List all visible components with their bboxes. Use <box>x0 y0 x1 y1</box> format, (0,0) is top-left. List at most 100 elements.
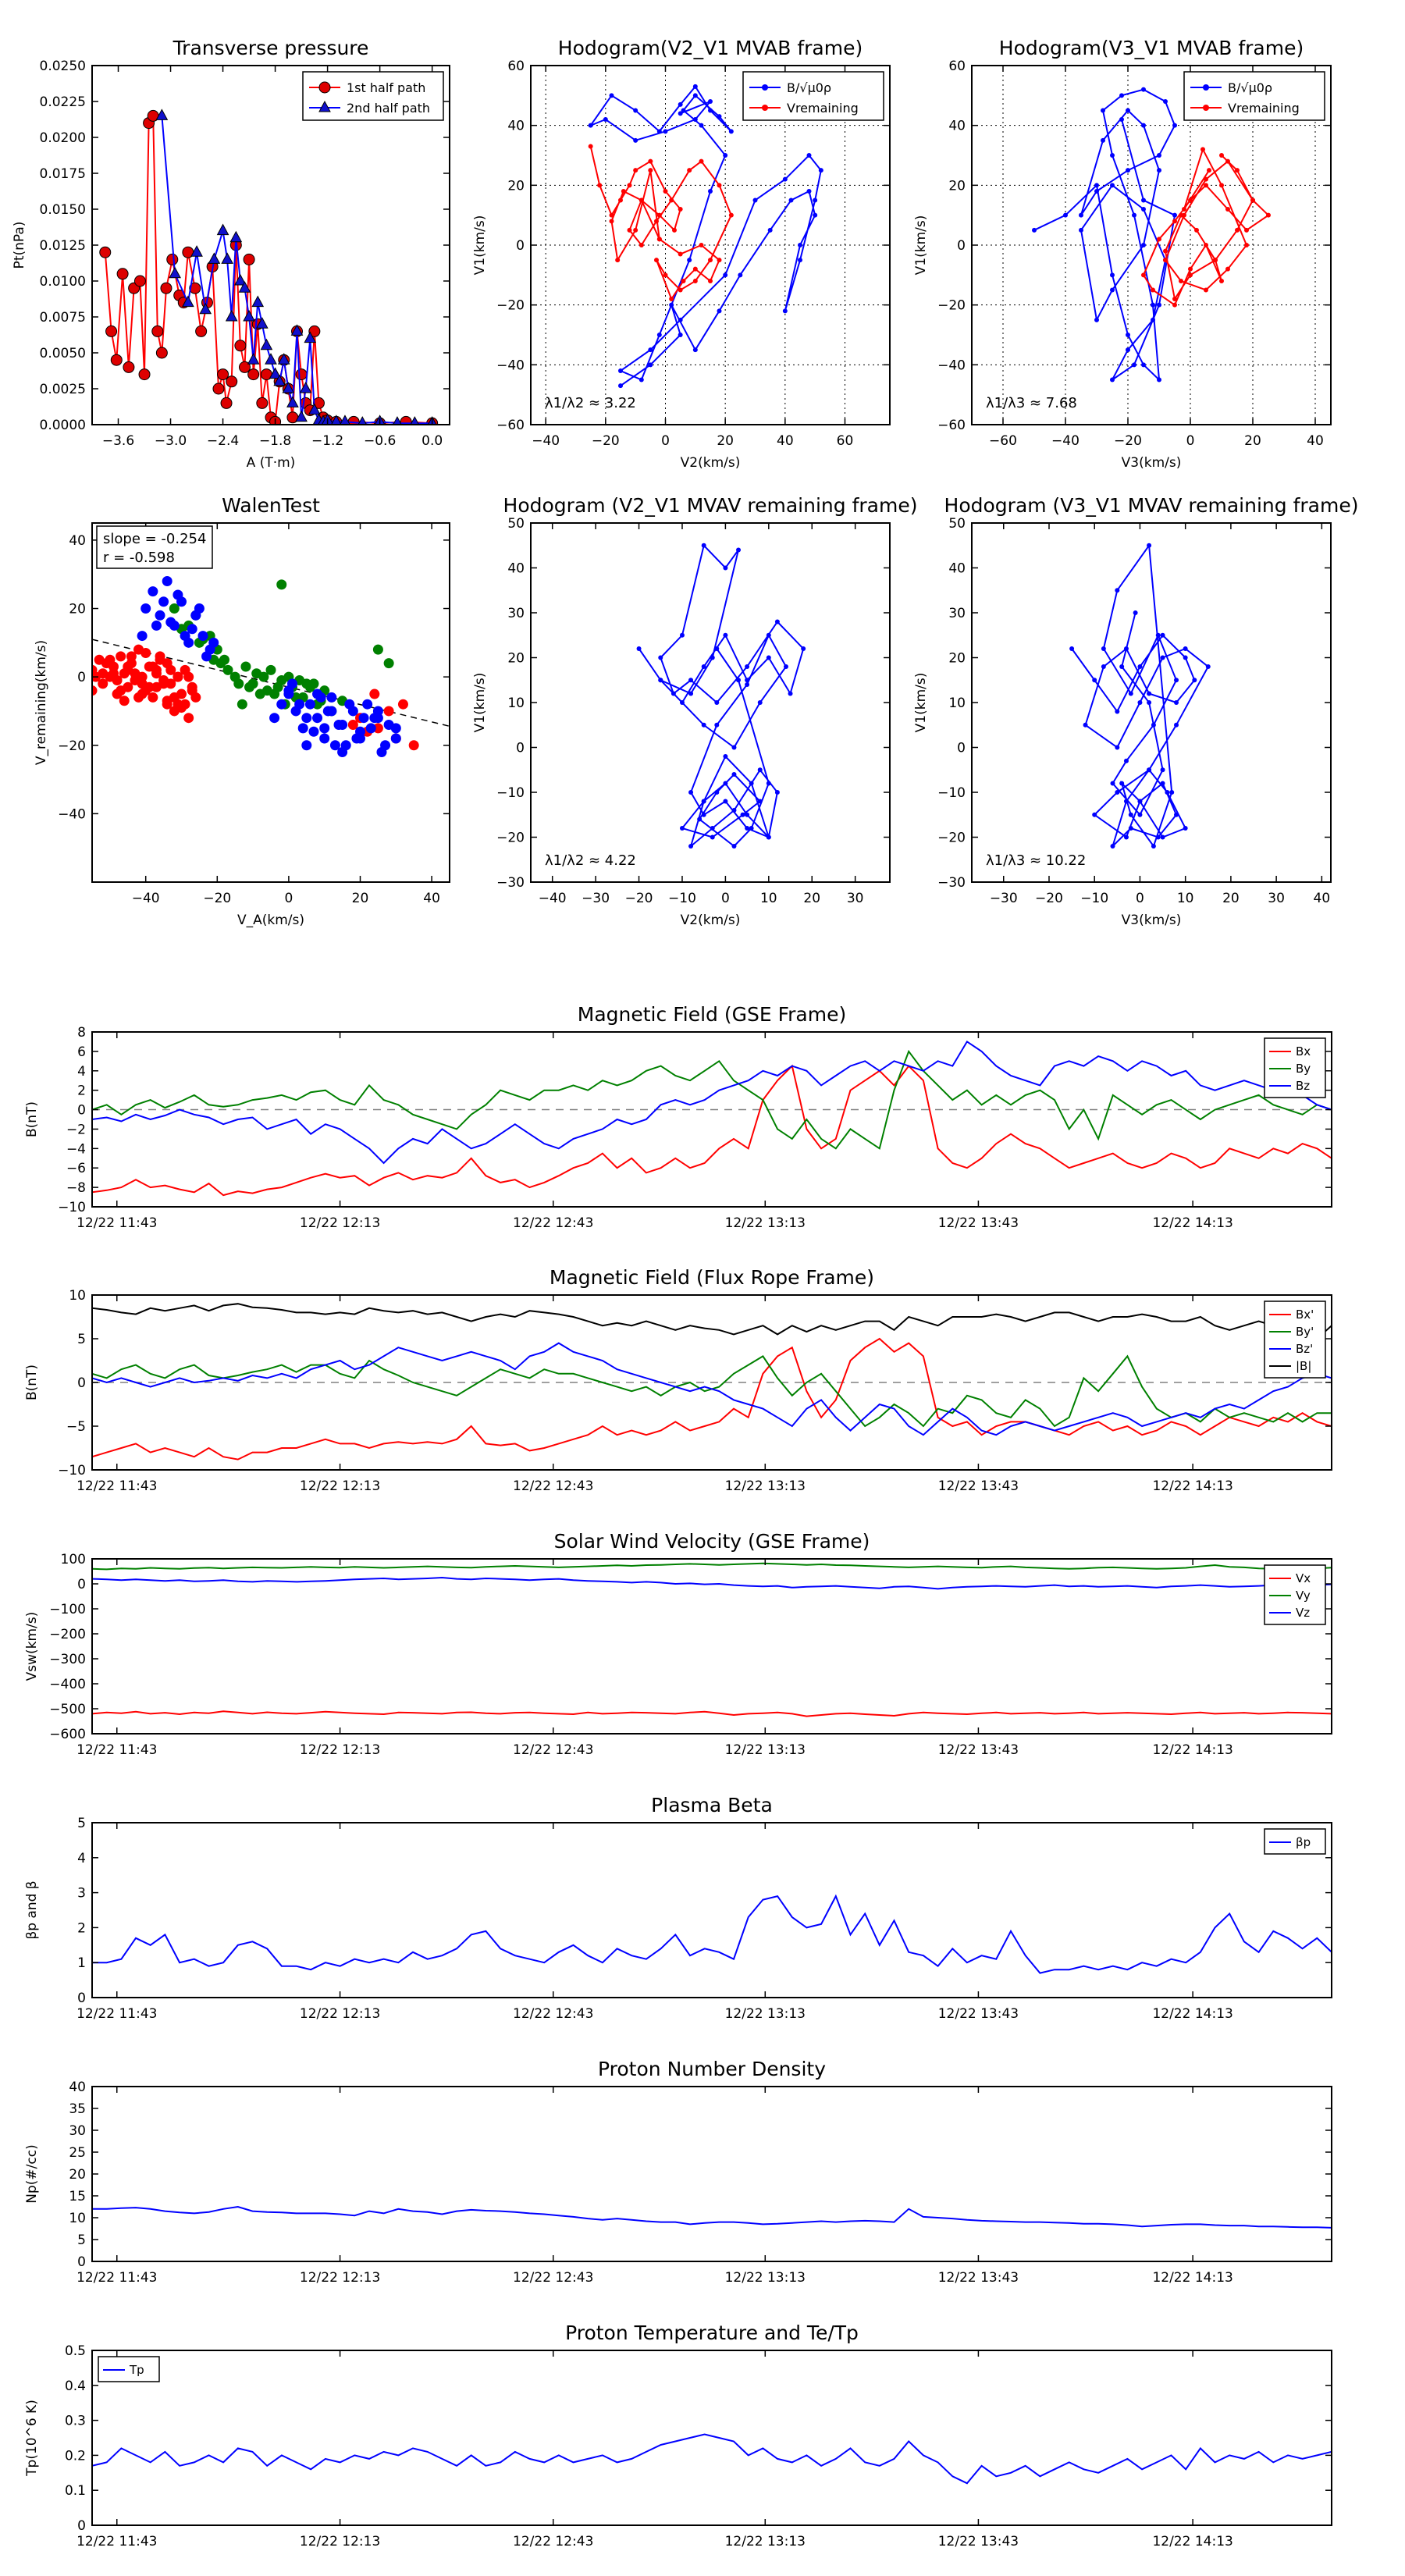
data-point <box>710 826 715 831</box>
x-tick-label: 12/22 11:43 <box>76 1478 157 1494</box>
data-point <box>258 671 269 682</box>
plot-area <box>588 84 823 389</box>
y-tick-label: 40 <box>507 561 525 577</box>
data-point <box>678 251 683 257</box>
y-tick-label: 0 <box>77 1103 86 1119</box>
y-tick-label: 6 <box>77 1044 86 1060</box>
data-point <box>243 309 255 322</box>
data-point <box>151 664 162 675</box>
data-point <box>183 713 194 724</box>
data-point <box>609 212 614 218</box>
data-point <box>390 733 401 744</box>
data-point <box>1200 147 1205 152</box>
data-point <box>688 678 694 683</box>
x-tick-label: −1.8 <box>259 433 291 449</box>
data-point <box>714 646 720 651</box>
data-point <box>1126 333 1130 337</box>
x-tick-label: −20 <box>592 433 620 449</box>
y-tick-label: 0.0025 <box>40 382 86 397</box>
data-point <box>714 722 720 728</box>
data-point <box>238 361 251 373</box>
x-tick-label: 20 <box>1244 433 1261 449</box>
data-point <box>1151 722 1156 728</box>
data-point <box>679 700 685 705</box>
data-point <box>347 719 358 730</box>
y-tick-label: 0.0075 <box>40 310 86 326</box>
legend-label: By <box>1296 1062 1311 1076</box>
y-axis-label: Np(#/cc) <box>24 2144 40 2203</box>
data-point <box>176 703 187 713</box>
data-point <box>304 681 315 692</box>
data-point <box>286 396 299 407</box>
stats-line: slope = -0.254 <box>103 531 206 547</box>
series-line-0 <box>588 85 822 387</box>
data-point <box>638 243 644 247</box>
y-tick-label: −20 <box>937 298 966 314</box>
data-point <box>400 415 412 425</box>
x-tick-label: 20 <box>717 433 734 449</box>
legend-frame <box>1183 71 1325 121</box>
series-line-By' <box>92 1354 1332 1428</box>
data-point <box>609 219 614 224</box>
data-point <box>701 799 706 804</box>
x-tick-label: −20 <box>625 891 653 906</box>
data-point <box>187 624 197 635</box>
chart-title: Plasma Beta <box>651 1794 773 1816</box>
data-point <box>723 754 728 759</box>
x-tick-label: 12/22 14:13 <box>1152 2534 1232 2549</box>
x-tick-label: −40 <box>532 433 560 449</box>
x-tick-label: −0.6 <box>364 433 396 449</box>
y-tick-label: 60 <box>948 59 966 74</box>
data-point <box>633 227 638 233</box>
data-point <box>162 575 173 586</box>
data-point <box>636 646 642 651</box>
data-point <box>1183 655 1188 660</box>
data-point <box>738 272 743 278</box>
data-point <box>269 688 280 699</box>
data-point <box>1132 362 1136 368</box>
data-point <box>782 176 788 182</box>
data-point <box>658 678 663 683</box>
plot-area <box>92 1894 1332 1974</box>
data-point <box>98 678 108 689</box>
data-point <box>1207 168 1211 173</box>
data-point <box>648 347 653 353</box>
data-point <box>1157 237 1161 242</box>
y-tick-label: 50 <box>507 516 525 532</box>
data-point <box>813 212 818 218</box>
data-point <box>615 258 621 263</box>
x-tick-label: −3.0 <box>155 433 187 449</box>
data-point <box>1188 266 1193 272</box>
data-point <box>714 790 720 795</box>
data-point <box>410 416 420 425</box>
legend-label: Bz <box>1296 1079 1310 1093</box>
x-tick-label: −20 <box>1035 891 1063 906</box>
data-point <box>656 237 662 242</box>
data-point <box>688 790 694 795</box>
data-point <box>1119 781 1125 786</box>
panel-transverse-pressure: −3.6 −3.0 −2.4 −1.8 −1.2 −0.6 0.0 0.0000 0.0025 0… <box>12 37 450 471</box>
data-point <box>1101 137 1105 143</box>
y-tick-label: 0 <box>77 2518 86 2534</box>
series-line-βp <box>92 1894 1332 1974</box>
data-point <box>1141 87 1146 92</box>
y-tick-label: 0.0100 <box>40 274 86 290</box>
y-tick-label: 5 <box>77 1816 86 1831</box>
x-tick-label: 12/22 11:43 <box>76 2270 157 2286</box>
y-axis-label: Tp(10^6 K) <box>24 2400 40 2477</box>
data-point <box>1123 646 1129 651</box>
data-point <box>1137 799 1143 804</box>
data-point <box>197 631 208 642</box>
y-tick-label: −40 <box>496 358 525 373</box>
y-tick-label: 40 <box>69 2080 86 2095</box>
data-point <box>1160 632 1165 638</box>
data-point <box>656 129 662 134</box>
x-tick-label: 12/22 12:13 <box>300 2534 380 2549</box>
data-point <box>244 681 255 692</box>
data-point <box>1174 722 1179 728</box>
data-point <box>663 129 668 134</box>
data-point <box>158 596 169 607</box>
y-tick-label: −40 <box>58 806 86 822</box>
data-point <box>648 362 653 368</box>
